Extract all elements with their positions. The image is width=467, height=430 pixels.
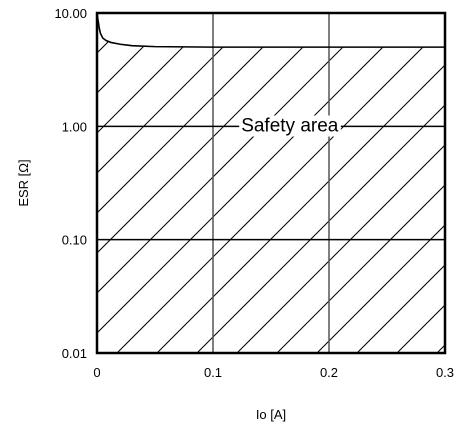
x-tick-label: 0.2 [320,365,338,380]
annotation-backdrop [239,115,341,137]
y-tick-label: 0.10 [62,233,87,248]
safety-area-label: Safety area [241,116,339,137]
hatch-line [97,13,298,214]
series-layer [96,12,445,48]
x-tick-label: 0.1 [204,365,222,380]
grid-lines [97,13,445,353]
esr-limit-line [96,12,445,48]
hatch-line [97,13,378,294]
x-tick-label: 0.3 [436,365,454,380]
hatch-line [97,13,178,94]
hatch-line [436,344,445,353]
hatch-line [156,64,445,353]
plot-border [95,11,447,355]
hatch-line [97,13,98,14]
hatch-mask [97,13,445,48]
hatch-line [116,24,445,353]
y-axis-label: ESR [Ω] [16,159,31,206]
hatch-line [316,224,445,353]
hatch-line [196,104,445,353]
safety-area-hatching [97,13,445,353]
y-tick-label: 1.00 [62,119,87,134]
x-axis-label: Io [A] [256,407,286,422]
hatch-line [356,264,445,353]
y-tick-label: 10.00 [54,6,87,21]
hatch-line [97,13,218,134]
hatch-line [97,13,258,174]
y-tick-label: 0.01 [62,346,87,361]
hatch-line [276,184,445,353]
hatch-line [97,13,418,334]
hatch-line [236,144,445,353]
hatch-line [97,13,338,254]
plot-frame [95,11,447,355]
x-tick-label: 0 [93,365,100,380]
tick-labels: 0 0.1 0.2 0.3 0.01 0.10 1.00 10.00 [54,6,454,380]
